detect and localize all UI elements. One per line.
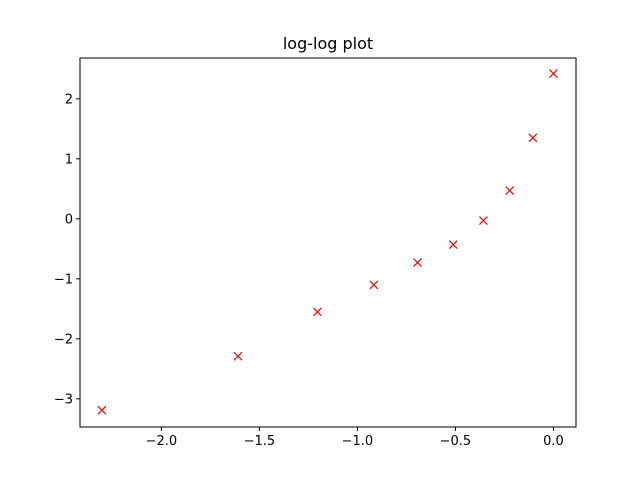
x-marker-point (528, 133, 538, 143)
y-axis: 2 1 0 −1 −2 −3 (54, 92, 80, 407)
x-marker-point (97, 405, 107, 415)
y-tick-label: −2 (54, 332, 73, 347)
x-marker-point (549, 69, 558, 79)
y-tick-label: 1 (65, 152, 73, 167)
y-tick-label: −1 (54, 272, 73, 287)
x-axis: −2.0 −1.5 −1.0 −0.5 0.0 (146, 427, 564, 449)
x-tick-label: 0.0 (543, 434, 564, 449)
y-tick-label: 0 (65, 212, 73, 227)
x-marker-point (233, 351, 243, 361)
x-marker-point (312, 307, 322, 317)
x-marker-point (448, 240, 458, 250)
x-tick-label: −1.5 (244, 434, 276, 449)
x-marker-point (413, 258, 423, 268)
x-marker-point (479, 216, 488, 226)
plot-area (79, 57, 577, 428)
x-marker-point (369, 280, 379, 290)
x-tick-label: −2.0 (146, 434, 178, 449)
x-marker-point (505, 186, 515, 196)
data-points (97, 69, 558, 415)
y-tick-label: −3 (54, 392, 73, 407)
chart-title: log-log plot (283, 34, 373, 53)
x-tick-label: −0.5 (440, 434, 472, 449)
y-tick-label: 2 (65, 92, 73, 107)
x-tick-label: −1.0 (342, 434, 374, 449)
